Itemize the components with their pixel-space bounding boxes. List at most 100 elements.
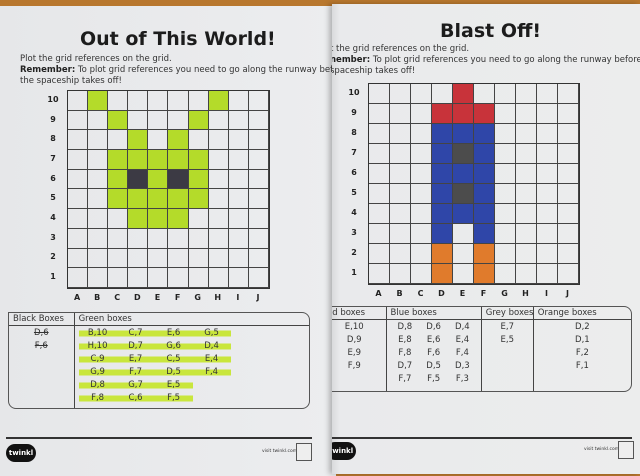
grid-cell-E1 <box>148 268 169 288</box>
grid-references-table: ed boxes E,10 D,9 E,9 F,9 Blue boxes D,8 D,6 D,4… <box>332 306 632 392</box>
row-label: 9 <box>50 114 56 124</box>
row-label: 3 <box>351 228 357 237</box>
grid-cell-D8 <box>128 130 149 151</box>
grid-cell-F7 <box>474 144 495 164</box>
grid-cell-J9 <box>248 110 269 131</box>
grid-cell-A6 <box>369 164 390 184</box>
grid-cell-H8 <box>208 130 229 151</box>
grid-cell-I6 <box>228 169 249 190</box>
column-label: B <box>396 289 403 298</box>
column-label: D <box>438 289 445 298</box>
badge-icon <box>618 441 634 459</box>
grid-cell-J2 <box>558 244 579 264</box>
grid-reference: D,7 <box>397 361 413 371</box>
grid-reference: D,4 <box>192 341 231 351</box>
table-column: Orange boxes D,2 D,1 F,2 F,1 <box>533 307 631 391</box>
grid-cell-C2 <box>411 244 432 264</box>
grid-cell-E5 <box>148 189 169 210</box>
row-label: 4 <box>351 208 357 217</box>
grid-cell-C9 <box>411 104 432 124</box>
grid-cell-I3 <box>537 224 558 244</box>
grid-reference: D,9 <box>346 335 362 345</box>
grid-cell-H2 <box>516 244 537 264</box>
grid-cell-D2 <box>432 244 453 264</box>
grid-reference: E,8 <box>398 335 412 345</box>
grid-cell-C2 <box>108 248 129 269</box>
remember-body: To plot grid references you need to go a… <box>370 55 640 65</box>
grid-cell-C1 <box>411 264 432 284</box>
instruction-text: Plot the grid references on the grid. <box>20 54 172 64</box>
grid-cell-J10 <box>558 84 579 104</box>
grid-cell-C7 <box>411 144 432 164</box>
grid-cell-G3 <box>495 224 516 244</box>
grid-cell-D7 <box>128 150 149 170</box>
column-label: J <box>566 289 569 298</box>
grid-cell-A7 <box>68 150 89 170</box>
grid-cell-B7 <box>88 150 109 170</box>
column-label: E <box>459 289 466 298</box>
grid-cell-F5 <box>168 189 189 210</box>
column-label: C <box>417 289 424 298</box>
grid-reference: H,10 <box>78 341 117 351</box>
grid-reference: D,5 <box>426 361 441 371</box>
grid-cell-D4 <box>128 209 149 229</box>
grid-cell-D5 <box>432 184 453 204</box>
grid-cell-B9 <box>390 104 411 124</box>
grid-cell-H3 <box>516 224 537 244</box>
grid-cell-J5 <box>558 184 579 204</box>
grid-cell-F1 <box>474 264 495 284</box>
row-label: 5 <box>50 193 56 203</box>
grid-reference: E,5 <box>500 335 514 345</box>
grid-cell-F1 <box>168 268 189 288</box>
remember-label: nember: <box>332 55 371 65</box>
footer-divider <box>332 437 632 439</box>
grid-cell-B7 <box>390 144 411 164</box>
grid-cell-H6 <box>516 164 537 184</box>
row-label: 7 <box>351 148 357 157</box>
grid-cell-C6 <box>411 164 432 184</box>
grid-cell-I5 <box>228 189 249 210</box>
grid-cell-E2 <box>453 244 474 264</box>
grid-cell-H2 <box>208 248 229 269</box>
grid-cell-F6 <box>474 164 495 184</box>
grid-cell-I4 <box>537 204 558 224</box>
grid-cell-A3 <box>68 228 89 249</box>
grid-reference: F,7 <box>116 367 155 377</box>
grid-cell-G1 <box>495 264 516 284</box>
grid-cell-H8 <box>516 124 537 144</box>
grid-reference <box>193 393 231 403</box>
grid-cell-C8 <box>411 124 432 144</box>
grid-cell-E9 <box>453 104 474 124</box>
grid-cell-G2 <box>495 244 516 264</box>
grid-reference: C,6 <box>116 393 155 403</box>
grid-reference: F,4 <box>455 348 469 358</box>
grid-reference: F,6 <box>427 348 441 358</box>
grid-cell-B9 <box>88 110 109 131</box>
grid-cell-F3 <box>168 228 189 249</box>
grid-cell-B1 <box>88 268 109 288</box>
grid-cell-B4 <box>88 209 109 229</box>
grid-cell-D3 <box>128 228 149 249</box>
grid-cell-F5 <box>474 184 495 204</box>
grid-reference: F,5 <box>154 393 193 403</box>
grid-reference: C,9 <box>78 354 117 364</box>
grid-cell-J8 <box>558 124 579 144</box>
column-label: A <box>73 293 81 302</box>
grid-cell-E10 <box>148 91 169 111</box>
grid-cell-A9 <box>68 110 89 131</box>
grid-cell-B2 <box>88 248 109 269</box>
twinkl-logo: twinkl <box>6 444 36 462</box>
grid-reference: E,7 <box>500 322 514 332</box>
grid-cell-A10 <box>68 91 89 111</box>
grid-cell-H4 <box>208 209 229 229</box>
grid-cell-A4 <box>369 204 390 224</box>
grid-reference: E,7 <box>116 354 155 364</box>
grid-cell-F2 <box>474 244 495 264</box>
instruction-text: t the grid references on the grid. <box>332 44 470 54</box>
row-label: 9 <box>351 108 357 117</box>
coordinate-grid <box>67 90 270 289</box>
grid-cell-J4 <box>248 209 269 229</box>
grid-cell-H5 <box>208 189 229 210</box>
grid-cell-F7 <box>168 150 189 170</box>
table-column: Green boxes B,10 C,7 E,6 G,5 H,10 D,7 G,6 D,4 C,9… <box>74 313 309 408</box>
